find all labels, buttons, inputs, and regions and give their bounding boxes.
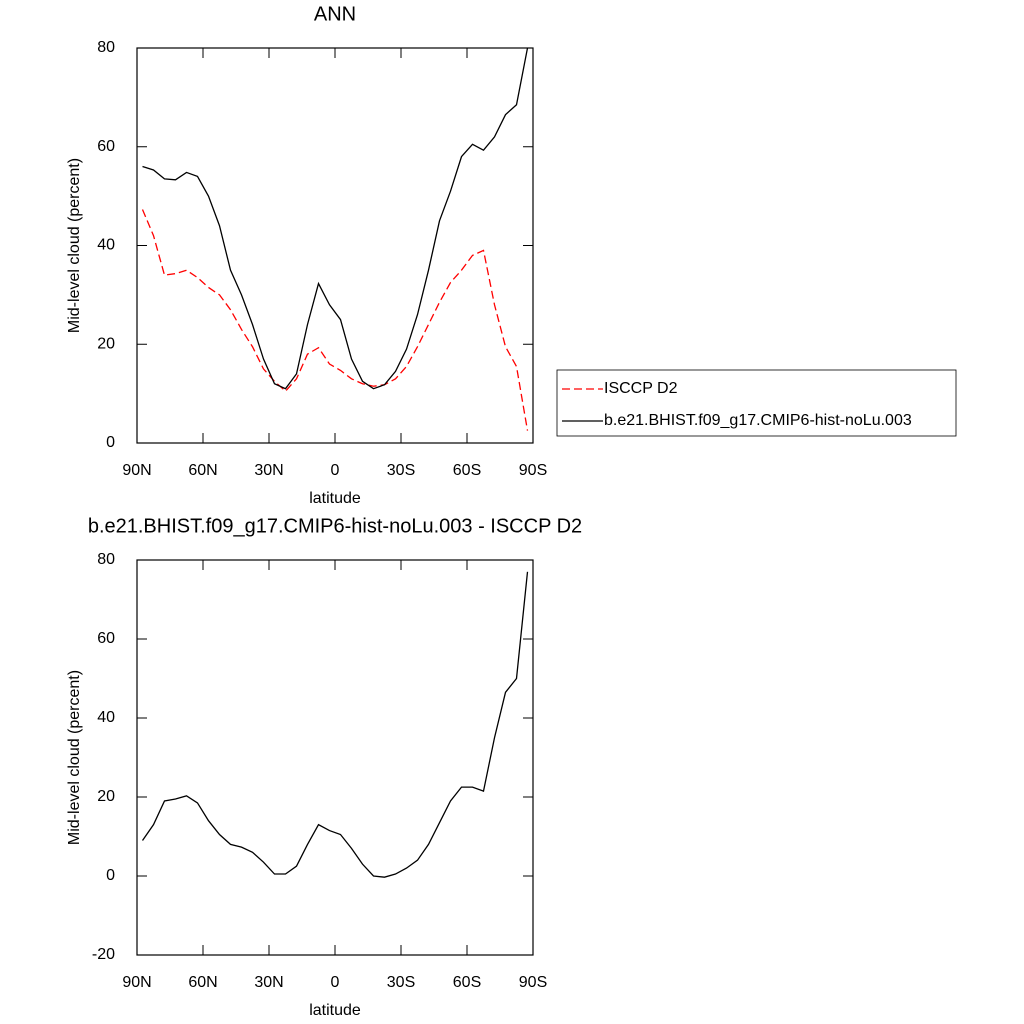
chart-title: ANN [314,3,356,25]
x-tick-label: 90N [122,462,151,479]
x-tick-label: 0 [331,462,340,479]
x-tick-label: 60S [453,974,481,991]
x-tick-label: 60N [188,974,217,991]
x-tick-label: 30N [254,974,283,991]
x-axis-label: latitude [309,1002,361,1019]
y-tick-label: -20 [92,946,115,963]
chart-title: b.e21.BHIST.f09_g17.CMIP6-hist-noLu.003 … [88,515,582,537]
x-tick-label: 90S [519,462,547,479]
y-tick-label: 40 [97,237,115,254]
y-tick-label: 20 [97,335,115,352]
plot-frame [136,559,534,956]
x-tick-label: 60S [453,462,481,479]
y-tick-label: 40 [97,709,115,726]
x-tick-label: 60N [188,462,217,479]
y-axis-label: Mid-level cloud (percent) [66,670,83,845]
y-axis-label: Mid-level cloud (percent) [66,158,83,333]
legend-label: ISCCP D2 [604,380,678,397]
x-tick-label: 0 [331,974,340,991]
x-axis-label: latitude [309,490,361,507]
x-tick-label: 90N [122,974,151,991]
y-tick-label: 20 [97,788,115,805]
legend-label: b.e21.BHIST.f09_g17.CMIP6-hist-noLu.003 [604,412,912,429]
x-tick-label: 30N [254,462,283,479]
y-tick-label: 0 [106,867,115,884]
y-tick-label: 80 [97,551,115,568]
plot-frame [136,47,534,444]
y-tick-label: 60 [97,138,115,155]
legend-box [556,369,957,437]
y-tick-label: 60 [97,630,115,647]
data-line [142,47,529,390]
y-tick-label: 0 [106,434,115,451]
data-line [141,209,529,431]
y-tick-label: 80 [97,39,115,56]
data-line [141,571,529,878]
x-tick-label: 90S [519,974,547,991]
x-tick-label: 30S [387,974,415,991]
x-tick-label: 30S [387,462,415,479]
